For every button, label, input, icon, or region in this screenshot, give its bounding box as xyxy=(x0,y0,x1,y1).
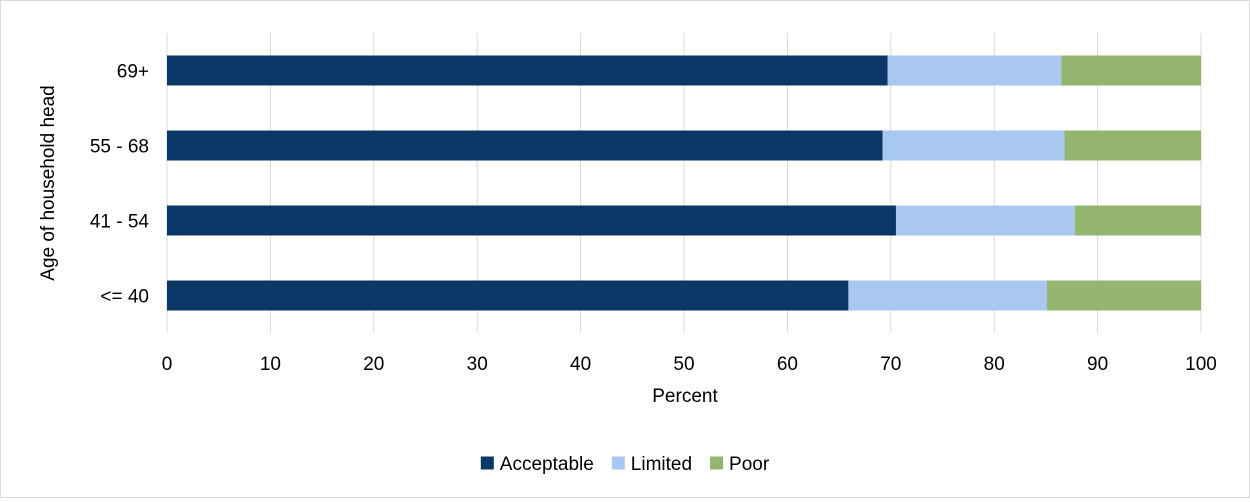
legend: Acceptable Limited Poor xyxy=(480,454,770,475)
bar-poor-2 xyxy=(1074,205,1201,236)
y-axis-title: Age of household head xyxy=(38,85,59,280)
x-tick-label: 60 xyxy=(777,354,798,375)
y-tick-label: <= 40 xyxy=(100,287,149,308)
bar-acceptable-1 xyxy=(167,130,883,161)
x-tick-label: 80 xyxy=(984,354,1005,375)
x-tick-label: 0 xyxy=(162,354,173,375)
bar-limited-1 xyxy=(882,130,1065,161)
x-tick-label: 10 xyxy=(260,354,281,375)
y-tick-label: 41 - 54 xyxy=(90,212,150,233)
bar-acceptable-0 xyxy=(167,55,888,86)
legend-label: Limited xyxy=(631,454,692,475)
legend-swatch xyxy=(480,456,494,470)
y-tick-label: 55 - 68 xyxy=(90,137,149,158)
bar-limited-2 xyxy=(895,205,1075,236)
x-tick-labels: 0 10 20 30 40 50 60 70 80 90 100 xyxy=(162,354,1217,375)
bar-poor-0 xyxy=(1061,55,1201,86)
x-tick-label: 100 xyxy=(1185,354,1217,375)
x-axis-title: Percent xyxy=(652,386,718,407)
bar-poor-3 xyxy=(1046,280,1201,311)
bar-acceptable-2 xyxy=(167,205,896,236)
bar-limited-3 xyxy=(848,280,1047,311)
x-tick-label: 50 xyxy=(673,354,694,375)
x-tick-label: 20 xyxy=(363,354,384,375)
bars xyxy=(167,55,1201,311)
y-tick-label: 69+ xyxy=(117,62,149,83)
bar-acceptable-3 xyxy=(167,280,849,311)
legend-item-poor: Poor xyxy=(710,454,770,475)
legend-swatch xyxy=(710,456,724,470)
legend-label: Acceptable xyxy=(500,454,594,475)
legend-item-limited: Limited xyxy=(611,454,692,475)
bar-limited-0 xyxy=(887,55,1062,86)
legend-item-acceptable: Acceptable xyxy=(480,454,594,475)
y-tick-labels: 69+ 55 - 68 41 - 54 <= 40 xyxy=(90,62,150,308)
x-tick-label: 30 xyxy=(467,354,488,375)
legend-label: Poor xyxy=(729,454,770,475)
x-tick-label: 70 xyxy=(880,354,901,375)
bar-poor-1 xyxy=(1064,130,1201,161)
x-tick-label: 40 xyxy=(570,354,591,375)
x-tick-label: 90 xyxy=(1087,354,1108,375)
legend-swatch xyxy=(611,456,625,470)
